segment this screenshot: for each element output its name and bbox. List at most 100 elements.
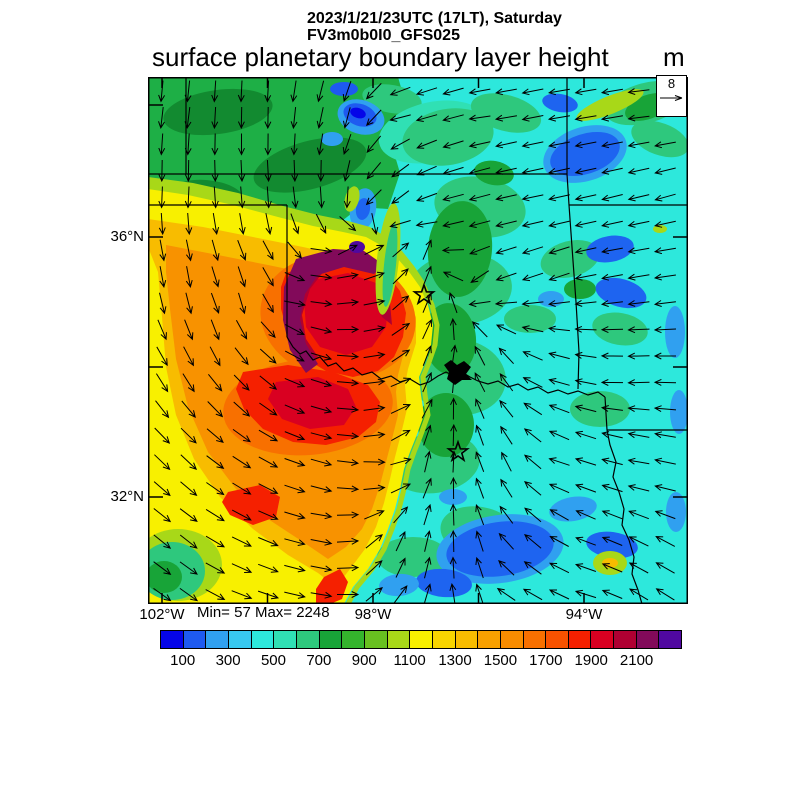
wind-arrow-icon: [238, 213, 246, 235]
wind-arrow-icon: [238, 159, 246, 183]
field-region: [653, 225, 667, 233]
state-border-line: [606, 429, 643, 604]
wind-arrow-icon: [654, 510, 676, 520]
wind-arrow-icon: [211, 266, 220, 288]
wind-arrow-icon: [237, 106, 245, 130]
wind-arrow-icon: [601, 457, 623, 466]
timestamp-label: 2023/1/21/23UTC (17LT), Saturday: [307, 10, 562, 27]
wind-arrow-icon: [153, 481, 171, 497]
wind-arrow-icon: [421, 398, 433, 419]
wind-arrow-icon: [184, 133, 192, 156]
colorbar-cell: [227, 630, 252, 649]
wind-arrow-icon: [548, 220, 570, 228]
wind-arrow-icon: [442, 140, 464, 149]
wind-arrow-icon: [574, 457, 597, 466]
wind-arrow-icon: [495, 167, 517, 175]
wind-arrow-icon: [310, 352, 333, 361]
wind-arrow-icon: [548, 430, 570, 441]
wind-arrow-icon: [547, 300, 570, 307]
wind-arrow-icon: [365, 560, 383, 576]
wind-arrow-icon: [234, 347, 249, 366]
wind-arrow-icon: [548, 378, 570, 386]
field-region: [402, 108, 494, 166]
field-region: [631, 120, 688, 158]
field-region: [362, 84, 422, 114]
field-region: [253, 137, 367, 193]
wind-arrow-icon: [158, 212, 166, 236]
wind-arrow-icon: [232, 455, 252, 469]
wind-arrow-icon: [495, 324, 517, 335]
wind-arrow-icon: [449, 582, 457, 604]
wind-arrow-icon: [153, 508, 172, 523]
wind-arrow-icon: [155, 373, 169, 393]
field-region: [542, 93, 578, 113]
lon-tick-label: 102°W: [139, 606, 185, 623]
wind-arrow-icon: [423, 583, 432, 604]
wind-arrow-icon: [475, 424, 484, 446]
wind-arrow-icon: [212, 213, 220, 236]
wind-arrow-icon: [184, 107, 192, 130]
wind-arrow-icon: [499, 505, 514, 524]
wind-arrow-icon: [654, 167, 676, 175]
wind-arrow-icon: [468, 114, 491, 122]
wind-arrow-icon: [548, 246, 570, 255]
wind-arrow-icon: [574, 430, 597, 440]
state-border-line: [568, 204, 580, 390]
wind-arrow-icon: [498, 347, 514, 365]
wind-arrow-icon: [180, 454, 198, 471]
wind-arrow-icon: [336, 405, 360, 413]
wind-arrow-icon: [549, 509, 569, 521]
wind-arrow-icon: [371, 213, 379, 235]
wind-arrow-icon: [393, 585, 408, 604]
wind-arrow-icon: [523, 454, 542, 470]
wind-arrow-icon: [574, 378, 597, 386]
wind-arrow-icon: [336, 432, 360, 440]
wind-arrow-icon: [468, 220, 491, 228]
wind-arrow-icon: [416, 165, 437, 176]
city-star-marker: [412, 282, 436, 306]
colorbar-tick-label: 100: [170, 652, 196, 669]
wind-arrow-icon: [415, 114, 438, 122]
wind-arrow-icon: [524, 534, 542, 549]
wind-arrow-icon: [442, 166, 464, 176]
wind-arrow-icon: [391, 349, 411, 363]
wind-arrow-icon: [475, 398, 485, 419]
wind-arrow-icon: [627, 141, 650, 149]
colorbar-cell: [567, 630, 592, 649]
wind-arrow-icon: [653, 352, 676, 360]
wind-arrow-icon: [154, 454, 171, 471]
wind-arrow-icon: [475, 503, 485, 526]
wind-arrow-icon: [475, 451, 485, 472]
wind-arrow-icon: [310, 538, 333, 546]
wind-arrow-icon: [495, 220, 517, 228]
wind-arrow-icon: [627, 484, 650, 492]
lon-tick-label: 94°W: [565, 606, 603, 623]
wind-arrow-icon: [158, 107, 165, 130]
wind-arrow-icon: [468, 167, 491, 175]
wind-arrow-icon: [390, 404, 412, 414]
wind-arrow-icon: [521, 246, 544, 255]
wind-arrow-icon: [264, 159, 272, 183]
wind-arrow-icon: [284, 404, 306, 414]
wind-arrow-icon: [415, 192, 438, 202]
wind-arrow-icon: [627, 220, 650, 228]
wind-arrow-icon: [390, 377, 412, 388]
wind-arrow-icon: [523, 428, 542, 443]
wind-reference-box: 8: [656, 75, 687, 117]
wind-arrow-icon: [655, 562, 675, 574]
wind-arrow-icon: [449, 503, 457, 526]
wind-arrow-icon: [264, 186, 272, 209]
wind-arrow-icon: [627, 247, 650, 255]
wind-reference-value: 8: [667, 76, 676, 91]
wind-arrow-icon: [601, 536, 623, 546]
wind-arrow-icon: [627, 379, 650, 387]
wind-arrow-icon: [416, 139, 437, 149]
wind-arrow-icon: [474, 372, 486, 393]
wind-arrow-icon: [524, 507, 542, 523]
wind-arrow-icon: [450, 370, 458, 394]
wind-arrow-icon: [185, 239, 193, 262]
wind-arrow-icon: [366, 162, 382, 180]
wind-arrow-icon: [442, 87, 464, 96]
wind-arrow-icon: [366, 135, 382, 154]
wind-arrow-icon: [363, 431, 386, 439]
